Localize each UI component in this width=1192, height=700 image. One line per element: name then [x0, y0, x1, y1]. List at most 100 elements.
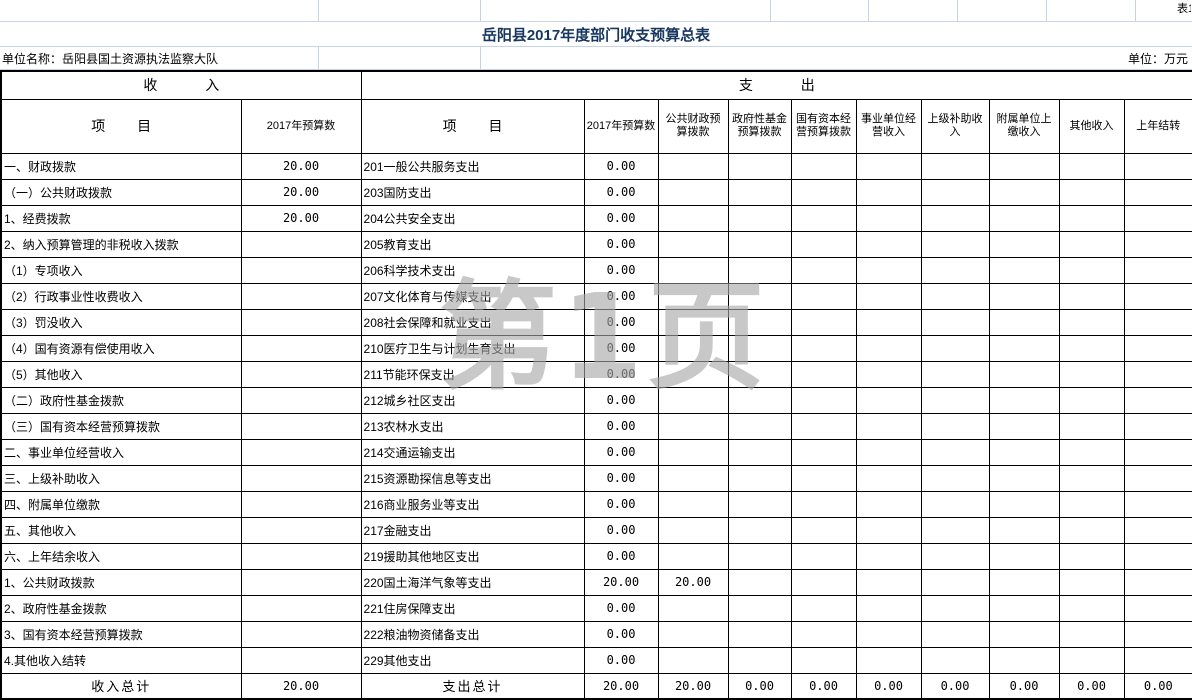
expense-value-c1	[657, 412, 729, 440]
expense-value-c3	[790, 620, 857, 648]
expense-value-c8	[1123, 542, 1192, 570]
expense-value-c5	[920, 542, 990, 570]
expense-value-c3	[790, 256, 857, 284]
expense-item-label: 205教育支出	[360, 230, 585, 258]
spreadsheet-top-gridline-strip: 表1	[0, 0, 1192, 22]
group-header-income: 收 入	[0, 70, 362, 100]
income-item-value	[240, 438, 362, 466]
expense-value-c4	[855, 516, 922, 544]
expense-value-c3	[790, 360, 857, 388]
income-item-value	[240, 386, 362, 414]
expense-value-c7	[1058, 282, 1125, 310]
expense-value-c5	[920, 646, 990, 674]
expense-value-c1	[657, 178, 729, 206]
sheet-corner-tag: 表1	[1177, 3, 1191, 15]
expense-value-c4	[855, 438, 922, 466]
expense-value-c1	[657, 308, 729, 336]
income-item-label: 4.其他收入结转	[0, 646, 242, 674]
expense-value-c5	[920, 386, 990, 414]
expense-value-c4	[855, 464, 922, 492]
expense-value-c3	[790, 178, 857, 206]
income-total-value: 20.00	[240, 672, 362, 700]
expense-value-c2	[727, 516, 792, 544]
income-item-label: 一、财政拨款	[0, 152, 242, 180]
col-header-expense-1: 公共财政预算拨款	[657, 98, 729, 154]
expense-value-c0: 0.00	[583, 334, 659, 362]
expense-value-c2	[727, 230, 792, 258]
income-item-value	[240, 230, 362, 258]
expense-total-value-c3: 0.00	[790, 672, 857, 700]
title-band: 岳阳县2017年度部门收支预算总表	[0, 22, 1192, 46]
expense-value-c4	[855, 230, 922, 258]
expense-item-label: 207文化体育与传媒支出	[360, 282, 585, 310]
expense-value-c6	[988, 334, 1060, 362]
expense-value-c7	[1058, 386, 1125, 414]
expense-value-c7	[1058, 568, 1125, 596]
expense-value-c8	[1123, 230, 1192, 258]
expense-value-c7	[1058, 152, 1125, 180]
table-row: 1、经费拨款 20.00 204公共安全支出 0.00	[0, 204, 1192, 232]
col-header-expense-6: 附属单位上缴收入	[988, 98, 1060, 154]
expense-value-c1	[657, 152, 729, 180]
expense-total-label: 支出总计	[360, 672, 585, 700]
expense-value-c0: 0.00	[583, 204, 659, 232]
income-item-label: （三）国有资本经营预算拨款	[0, 412, 242, 440]
income-item-label: 四、附属单位缴款	[0, 490, 242, 518]
expense-value-c8	[1123, 438, 1192, 466]
expense-value-c6	[988, 178, 1060, 206]
expense-value-c5	[920, 516, 990, 544]
expense-value-c4	[855, 360, 922, 388]
expense-value-c4	[855, 204, 922, 232]
expense-value-c3	[790, 412, 857, 440]
col-header-income-item: 项 目	[0, 98, 242, 154]
expense-total-value-c1: 20.00	[657, 672, 729, 700]
col-header-expense-0: 2017年预算数	[583, 98, 659, 154]
expense-value-c8	[1123, 256, 1192, 284]
expense-value-c7	[1058, 516, 1125, 544]
expense-value-c2	[727, 620, 792, 648]
col-header-expense-8: 上年结转	[1123, 98, 1192, 154]
expense-value-c4	[855, 334, 922, 362]
expense-value-c5	[920, 490, 990, 518]
income-item-value	[240, 412, 362, 440]
expense-value-c0: 0.00	[583, 516, 659, 544]
table-row: 4.其他收入结转 229其他支出 0.00	[0, 646, 1192, 674]
expense-value-c3	[790, 542, 857, 570]
expense-item-label: 221住房保障支出	[360, 594, 585, 622]
income-item-value	[240, 490, 362, 518]
expense-value-c5	[920, 178, 990, 206]
table-row: （5）其他收入 211节能环保支出 0.00	[0, 360, 1192, 388]
table-row: （4）国有资源有偿使用收入 210医疗卫生与计划生育支出 0.00	[0, 334, 1192, 362]
income-item-label: （一）公共财政拨款	[0, 178, 242, 206]
expense-value-c5	[920, 360, 990, 388]
expense-value-c2	[727, 360, 792, 388]
income-item-label: （4）国有资源有偿使用收入	[0, 334, 242, 362]
expense-value-c6	[988, 438, 1060, 466]
expense-value-c2	[727, 490, 792, 518]
expense-value-c0: 0.00	[583, 308, 659, 336]
income-item-label: 2、纳入预算管理的非税收入拨款	[0, 230, 242, 258]
expense-value-c4	[855, 256, 922, 284]
income-item-value	[240, 334, 362, 362]
expense-value-c5	[920, 282, 990, 310]
expense-value-c3	[790, 516, 857, 544]
col-header-expense-7: 其他收入	[1058, 98, 1125, 154]
expense-value-c5	[920, 594, 990, 622]
expense-value-c4	[855, 568, 922, 596]
expense-value-c6	[988, 490, 1060, 518]
expense-value-c2	[727, 152, 792, 180]
expense-value-c6	[988, 152, 1060, 180]
table-row: 五、其他收入 217金融支出 0.00	[0, 516, 1192, 544]
income-item-label: 二、事业单位经营收入	[0, 438, 242, 466]
expense-value-c5	[920, 438, 990, 466]
expense-value-c1	[657, 360, 729, 388]
expense-value-c1	[657, 256, 729, 284]
income-item-value	[240, 516, 362, 544]
expense-value-c5	[920, 204, 990, 232]
expense-value-c3	[790, 334, 857, 362]
expense-value-c1	[657, 230, 729, 258]
expense-value-c8	[1123, 568, 1192, 596]
expense-value-c3	[790, 282, 857, 310]
income-item-value	[240, 542, 362, 570]
table-row: 三、上级补助收入 215资源勘探信息等支出 0.00	[0, 464, 1192, 492]
